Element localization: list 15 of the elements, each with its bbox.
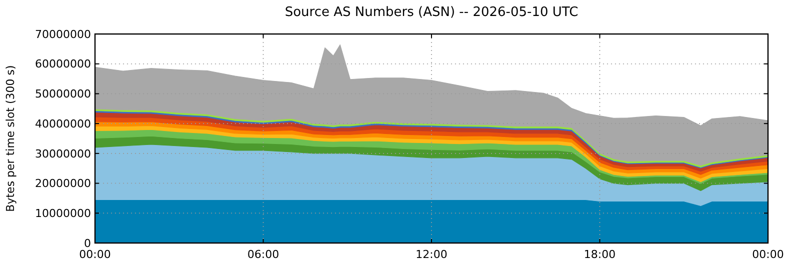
x-tick-label: 00:00	[752, 248, 784, 261]
y-tick-label: 60000000	[35, 58, 91, 71]
y-tick-label: 70000000	[35, 28, 91, 41]
y-tick-label: 20000000	[35, 177, 91, 190]
x-tick-label: 00:00	[79, 248, 111, 261]
y-tick-label: 10000000	[35, 206, 91, 220]
y-tick-label: 40000000	[35, 117, 91, 130]
y-tick-label: 0	[84, 236, 91, 250]
y-axis-title: Bytes per time slot (300 s)	[4, 65, 17, 212]
chart-title: Source AS Numbers (ASN) -- 2026-05-10 UTC	[284, 5, 578, 20]
y-tick-label: 30000000	[35, 147, 91, 160]
x-tick-label: 18:00	[584, 248, 616, 261]
x-tick-label: 06:00	[247, 248, 280, 261]
y-tick-label: 50000000	[35, 88, 91, 101]
x-tick-label: 12:00	[416, 248, 448, 261]
